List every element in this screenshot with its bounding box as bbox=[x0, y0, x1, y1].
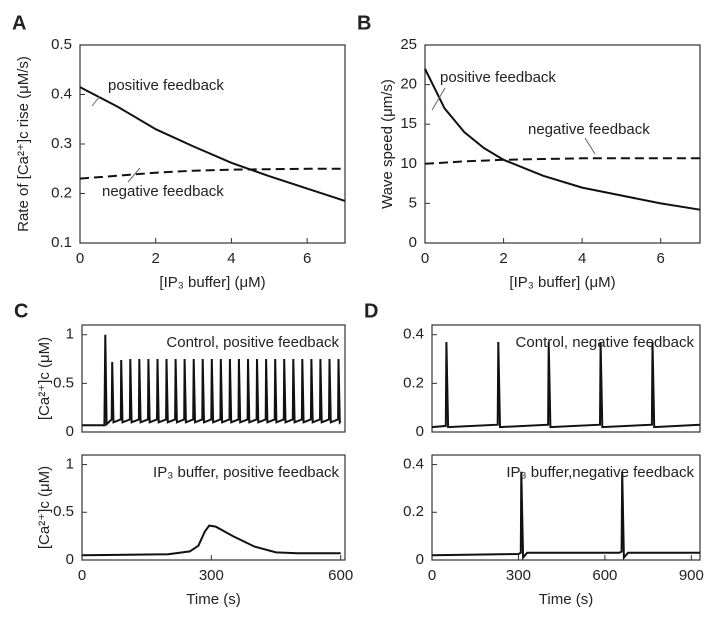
y-tick-label: 0 bbox=[416, 423, 424, 440]
x-tick-label: 300 bbox=[199, 567, 224, 584]
y-tick-label: 0.5 bbox=[53, 503, 74, 520]
x-tick-label: 0 bbox=[421, 250, 429, 267]
y-tick-label: 0.4 bbox=[403, 456, 424, 473]
x-tick-label: 2 bbox=[152, 250, 160, 267]
x-tick-label: 4 bbox=[227, 250, 235, 267]
y-tick-label: 0 bbox=[416, 551, 424, 568]
x-tick-label: 0 bbox=[76, 250, 84, 267]
y-axis-label: [Ca²⁺]c (μM) bbox=[36, 337, 53, 420]
y-tick-label: 5 bbox=[409, 194, 417, 211]
y-tick-label: 10 bbox=[400, 155, 417, 172]
x-tick-label: 300 bbox=[506, 567, 531, 584]
panel-caption: IP₃ buffer, positive feedback bbox=[153, 464, 339, 481]
y-tick-label: 1 bbox=[66, 326, 74, 343]
panel-letter: B bbox=[357, 12, 371, 34]
x-axis-label: [IP₃ buffer] (μM) bbox=[509, 274, 615, 291]
plot-frame bbox=[79, 44, 346, 244]
y-tick-label: 0.2 bbox=[403, 503, 424, 520]
y-tick-label: 0.4 bbox=[51, 85, 72, 102]
x-axis-label: Time (s) bbox=[186, 591, 240, 608]
plot-frame bbox=[424, 44, 701, 244]
leader-line bbox=[127, 167, 141, 183]
y-tick-label: 0.4 bbox=[403, 326, 424, 343]
plot-frame bbox=[81, 454, 346, 561]
panel-caption: IP₃ buffer,negative feedback bbox=[506, 464, 694, 481]
x-tick-label: 600 bbox=[592, 567, 617, 584]
series-line bbox=[431, 341, 701, 429]
y-axis-label: [Ca²⁺]c (μM) bbox=[36, 466, 53, 549]
leader-line bbox=[91, 95, 101, 107]
series-label: positive feedback bbox=[440, 69, 556, 86]
panel-letter: D bbox=[364, 300, 378, 322]
y-tick-label: 0 bbox=[409, 234, 417, 251]
series-line bbox=[79, 167, 345, 180]
x-axis-label: Time (s) bbox=[539, 591, 593, 608]
panel-caption: Control, positive feedback bbox=[166, 334, 339, 351]
leader-line bbox=[584, 137, 596, 155]
y-tick-label: 0.5 bbox=[53, 374, 74, 391]
series-label: negative feedback bbox=[102, 183, 224, 200]
series-line bbox=[424, 68, 701, 211]
y-tick-label: 0 bbox=[66, 551, 74, 568]
panel-caption: Control, negative feedback bbox=[516, 334, 695, 351]
y-tick-label: 0 bbox=[66, 423, 74, 440]
series-line bbox=[81, 524, 341, 557]
y-axis-label: Rate of [Ca²⁺]c rise (μM/s) bbox=[15, 56, 32, 232]
plot-frame bbox=[431, 454, 701, 561]
x-tick-label: 2 bbox=[499, 250, 507, 267]
x-tick-label: 6 bbox=[303, 250, 311, 267]
y-tick-label: 20 bbox=[400, 76, 417, 93]
y-tick-label: 1 bbox=[66, 456, 74, 473]
series-line bbox=[424, 157, 700, 165]
x-tick-label: 0 bbox=[78, 567, 86, 584]
x-tick-label: 600 bbox=[328, 567, 353, 584]
y-tick-label: 0.1 bbox=[51, 234, 72, 251]
y-tick-label: 0.2 bbox=[51, 184, 72, 201]
y-tick-label: 0.5 bbox=[51, 36, 72, 53]
x-tick-label: 4 bbox=[578, 250, 586, 267]
series-label: positive feedback bbox=[108, 77, 224, 94]
x-tick-label: 6 bbox=[657, 250, 665, 267]
leader-line bbox=[431, 87, 446, 111]
plot-frame bbox=[431, 324, 701, 433]
y-tick-label: 15 bbox=[400, 115, 417, 132]
x-axis-label: [IP₃ buffer] (μM) bbox=[159, 274, 265, 291]
y-tick-label: 0.3 bbox=[51, 135, 72, 152]
series-label: negative feedback bbox=[528, 121, 650, 138]
x-tick-label: 0 bbox=[428, 567, 436, 584]
x-tick-label: 900 bbox=[679, 567, 704, 584]
series-line bbox=[431, 471, 700, 561]
series-line bbox=[79, 86, 346, 202]
series-line bbox=[82, 334, 342, 427]
y-axis-label: Wave speed (μm/s) bbox=[379, 79, 396, 209]
plot-frame bbox=[81, 324, 346, 433]
y-tick-label: 25 bbox=[400, 36, 417, 53]
panel-letter: A bbox=[12, 12, 26, 34]
y-tick-label: 0.2 bbox=[403, 374, 424, 391]
panel-letter: C bbox=[14, 300, 28, 322]
